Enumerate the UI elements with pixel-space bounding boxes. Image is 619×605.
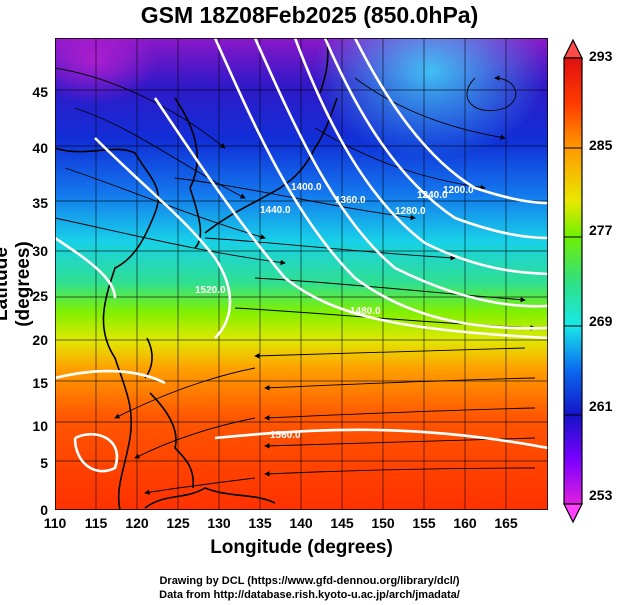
colorbar-tick: 285 [589,137,613,153]
y-tick: 40 [32,140,48,156]
colorbar-tick: 269 [589,313,613,329]
colorbar-tick: 293 [589,48,613,64]
contour-label-1400: 1400.0 [291,182,322,193]
x-axis-label: Longitude (degrees) [210,537,393,558]
y-tick: 10 [32,418,48,434]
chart-title: GSM 18Z08Feb2025 (850.0hPa) [140,2,479,28]
colorbar-min-arrow [563,503,583,524]
colorbar-tick: 261 [589,398,613,414]
x-tick: 115 [84,515,108,531]
contour-labels: 1200.0 1240.0 1280.0 1360.0 1400.0 1440.… [195,182,474,441]
colorbar [563,38,583,524]
contour-label-1200: 1200.0 [443,185,474,196]
x-tick: 150 [371,515,395,531]
contour-label-1440: 1440.0 [260,205,291,216]
weather-map: 1200.0 1240.0 1280.0 1360.0 1400.0 1440.… [55,38,548,510]
x-tick: 130 [207,515,231,531]
x-tick: 110 [43,515,67,531]
colorbar-tick: 277 [589,222,613,238]
x-tick: 120 [125,515,149,531]
colorbar-tick: 253 [589,487,613,503]
x-tick: 165 [494,515,518,531]
contour-label-1560: 1560.0 [270,430,301,441]
x-tick: 155 [412,515,436,531]
x-tick: 135 [248,515,272,531]
colorbar-gradient [563,57,583,505]
cold-air-shading [55,38,315,218]
y-tick: 5 [40,455,48,471]
y-tick: 45 [32,84,48,100]
y-tick: 35 [32,195,48,211]
x-tick: 140 [289,515,313,531]
contour-label-1280: 1280.0 [395,206,426,217]
contour-label-1360: 1360.0 [335,195,366,206]
y-tick: 30 [32,243,48,259]
contour-label-1480: 1480.0 [350,306,381,317]
contour-label-1520: 1520.0 [195,285,226,296]
contour-label-1240: 1240.0 [417,190,448,201]
y-tick: 20 [32,332,48,348]
colorbar-max-arrow [563,38,583,59]
colorbar-ticks [564,147,582,416]
credit-drawing: Drawing by DCL (https://www.gfd-dennou.o… [159,575,460,587]
x-tick: 160 [453,515,477,531]
y-tick: 0 [40,502,48,518]
y-tick: 15 [32,375,48,391]
y-tick: 25 [32,288,48,304]
x-tick: 145 [330,515,354,531]
geopotential-contours [55,38,548,473]
credit-data: Data from http://database.rish.kyoto-u.a… [159,589,460,601]
x-tick: 125 [166,515,190,531]
